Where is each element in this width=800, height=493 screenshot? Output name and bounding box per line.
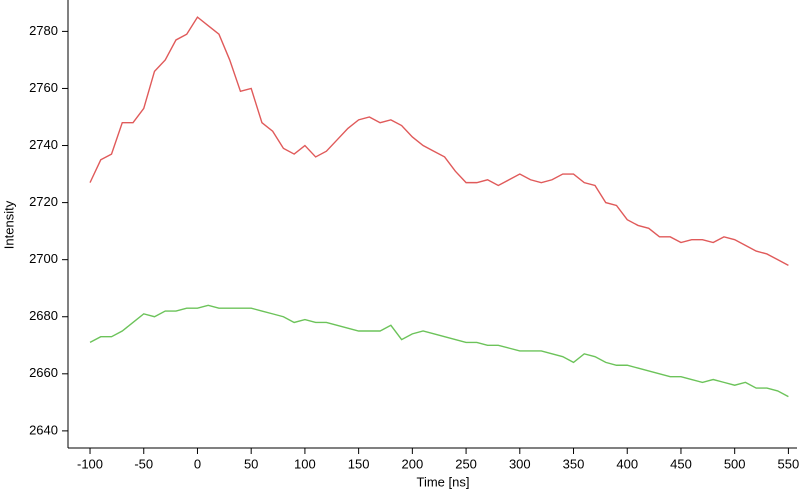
x-tick-label: 150 — [348, 456, 370, 471]
x-tick-label: 300 — [509, 456, 531, 471]
data-line — [89, 16, 789, 266]
x-axis-label: Time [ns] — [417, 474, 470, 489]
y-tick-label: 2700 — [29, 251, 58, 266]
data-line — [89, 304, 789, 398]
y-tick-label: 2660 — [29, 365, 58, 380]
y-tick-label: 2640 — [29, 422, 58, 437]
x-tick-label: 200 — [402, 456, 424, 471]
x-tick-label: 0 — [194, 456, 201, 471]
y-tick-label: 2740 — [29, 137, 58, 152]
x-tick-label: 500 — [724, 456, 746, 471]
x-tick-label: -50 — [134, 456, 153, 471]
x-tick-label: 250 — [455, 456, 477, 471]
y-tick-label: 2680 — [29, 308, 58, 323]
x-tick-label: 400 — [616, 456, 638, 471]
y-tick-label: 2720 — [29, 194, 58, 209]
y-tick-label: 2780 — [29, 23, 58, 38]
x-tick-label: 350 — [563, 456, 585, 471]
y-tick-label: 2760 — [29, 80, 58, 95]
x-tick-label: 50 — [244, 456, 258, 471]
x-tick-label: 550 — [778, 456, 800, 471]
y-axis-label: Intensity — [1, 200, 16, 249]
x-tick-label: 100 — [294, 456, 316, 471]
x-tick-label: -100 — [77, 456, 103, 471]
x-tick-label: 450 — [670, 456, 692, 471]
